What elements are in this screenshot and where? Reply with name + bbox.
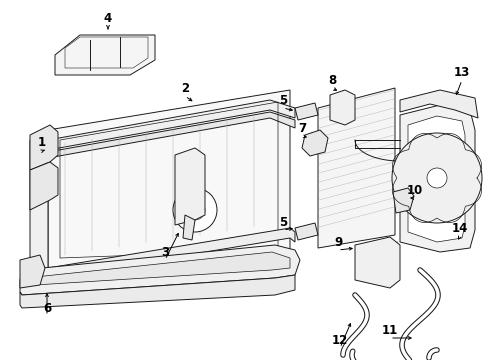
Text: 6: 6 bbox=[43, 302, 51, 315]
Polygon shape bbox=[20, 275, 295, 308]
Polygon shape bbox=[330, 90, 355, 125]
Polygon shape bbox=[30, 125, 58, 170]
Text: 5: 5 bbox=[279, 94, 287, 107]
Circle shape bbox=[185, 200, 205, 220]
Polygon shape bbox=[408, 116, 465, 242]
Polygon shape bbox=[318, 88, 395, 248]
Text: 4: 4 bbox=[104, 12, 112, 24]
Circle shape bbox=[173, 188, 217, 232]
Polygon shape bbox=[295, 223, 318, 240]
Polygon shape bbox=[20, 255, 45, 288]
Polygon shape bbox=[175, 148, 205, 225]
Circle shape bbox=[392, 133, 482, 223]
Text: 8: 8 bbox=[328, 73, 336, 86]
Text: 1: 1 bbox=[38, 136, 46, 149]
Text: 2: 2 bbox=[181, 81, 189, 94]
Polygon shape bbox=[48, 90, 290, 270]
Circle shape bbox=[427, 168, 447, 188]
Polygon shape bbox=[48, 112, 295, 158]
Polygon shape bbox=[20, 245, 300, 295]
Polygon shape bbox=[55, 35, 155, 75]
Polygon shape bbox=[30, 162, 58, 210]
Text: 10: 10 bbox=[407, 184, 423, 197]
Text: 11: 11 bbox=[382, 324, 398, 337]
Text: 5: 5 bbox=[279, 216, 287, 229]
Text: 14: 14 bbox=[452, 221, 468, 234]
Polygon shape bbox=[302, 130, 328, 156]
Polygon shape bbox=[355, 237, 400, 288]
Polygon shape bbox=[400, 105, 475, 252]
Text: 13: 13 bbox=[454, 66, 470, 78]
Polygon shape bbox=[295, 103, 318, 120]
Polygon shape bbox=[30, 130, 48, 278]
Polygon shape bbox=[183, 215, 195, 240]
Polygon shape bbox=[48, 100, 295, 150]
Polygon shape bbox=[393, 188, 414, 213]
Polygon shape bbox=[35, 252, 290, 285]
Text: 3: 3 bbox=[161, 246, 169, 258]
Text: 7: 7 bbox=[298, 122, 306, 135]
Polygon shape bbox=[48, 228, 295, 278]
Text: 9: 9 bbox=[334, 235, 342, 248]
Polygon shape bbox=[400, 90, 478, 118]
Text: 12: 12 bbox=[332, 333, 348, 346]
